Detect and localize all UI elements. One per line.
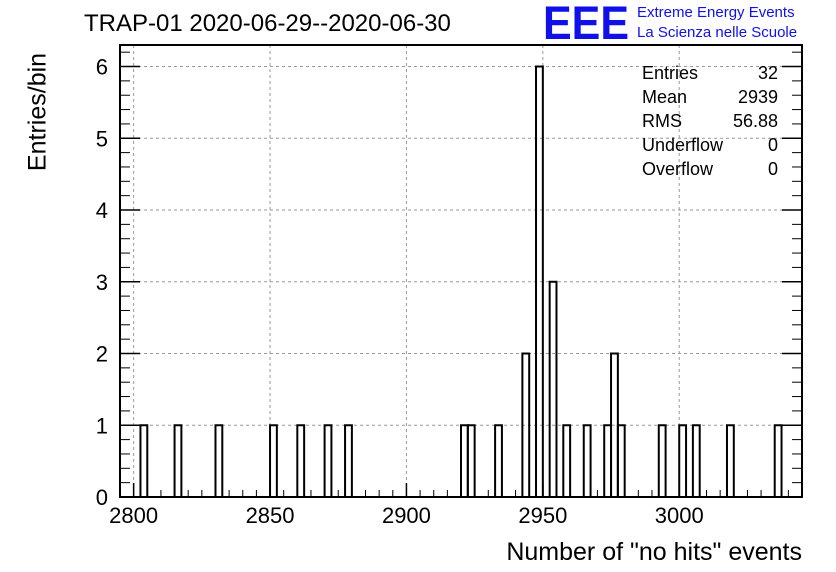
histogram-bar bbox=[269, 424, 278, 498]
histogram-bar bbox=[139, 424, 149, 498]
y-axis-label: Entries/bin bbox=[23, 52, 52, 172]
histogram-bar bbox=[725, 424, 735, 498]
histogram-bar bbox=[616, 424, 626, 498]
histogram-bar bbox=[562, 424, 572, 498]
eee-logo-mark: EEE bbox=[543, 3, 629, 41]
x-tick-label: 2800 bbox=[109, 503, 158, 528]
histogram-bar bbox=[691, 424, 701, 498]
x-tick-label: 2950 bbox=[518, 503, 567, 528]
stat-label: RMS bbox=[642, 111, 682, 131]
histogram-bar bbox=[173, 424, 183, 498]
histogram-bar bbox=[773, 424, 783, 498]
stat-label: Underflow bbox=[642, 135, 724, 155]
stat-value: 0 bbox=[767, 159, 778, 179]
stat-value: 0 bbox=[767, 135, 778, 155]
stat-row-mean: Mean 2939 bbox=[642, 85, 778, 109]
stat-row-rms: RMS 56.88 bbox=[642, 109, 778, 133]
histogram-bar bbox=[214, 424, 224, 498]
histogram-bar bbox=[582, 424, 592, 498]
stat-label: Overflow bbox=[642, 159, 714, 179]
histogram-bar bbox=[344, 424, 353, 498]
stat-value: 56.88 bbox=[732, 111, 778, 131]
y-tick-label: 5 bbox=[96, 126, 108, 151]
stat-value: 2939 bbox=[737, 87, 778, 107]
histogram-bar bbox=[460, 424, 469, 498]
y-tick-label: 0 bbox=[96, 485, 108, 510]
histogram-bar bbox=[466, 424, 476, 498]
chart-title: TRAP-01 2020-06-29--2020-06-30 bbox=[84, 10, 451, 37]
histogram-bar bbox=[603, 424, 613, 498]
y-tick-label: 1 bbox=[96, 413, 108, 438]
histogram-bar bbox=[494, 424, 503, 498]
logo-line-2: La Scienza nelle Scuole bbox=[637, 24, 798, 41]
stats-box: Entries 32 Mean 2939 RMS 56.88 Underflow… bbox=[642, 61, 778, 181]
x-tick-label: 3000 bbox=[655, 503, 704, 528]
histogram-bar bbox=[678, 424, 688, 498]
stat-label: Mean bbox=[642, 87, 688, 107]
x-axis-label: Number of "no hits" events bbox=[506, 538, 802, 566]
stat-row-overflow: Overflow 0 bbox=[642, 157, 778, 181]
x-tick-label: 2850 bbox=[246, 503, 295, 528]
stat-row-entries: Entries 32 bbox=[642, 61, 778, 85]
histogram-bar bbox=[657, 424, 667, 498]
y-tick-label: 4 bbox=[96, 198, 108, 223]
x-tick-label: 2900 bbox=[382, 503, 431, 528]
y-tick-label: 3 bbox=[96, 270, 108, 295]
tick-labels: 2800 2850 2900 2950 3000 0 1 2 3 4 5 6 bbox=[96, 55, 704, 528]
plot-frame bbox=[119, 44, 803, 498]
stat-value: 32 bbox=[757, 63, 778, 83]
histogram-bar bbox=[548, 280, 558, 498]
logo-line-1: Extreme Energy Events bbox=[637, 4, 795, 21]
logo-text: Extreme Energy Events La Scienza nelle S… bbox=[637, 3, 797, 43]
histogram-bar bbox=[323, 424, 333, 498]
stat-label: Entries bbox=[642, 63, 699, 83]
y-tick-label: 2 bbox=[96, 342, 108, 367]
histogram-bar bbox=[296, 424, 306, 498]
stat-row-underflow: Underflow 0 bbox=[642, 133, 778, 157]
eee-logo: EEE bbox=[543, 3, 629, 41]
y-tick-label: 6 bbox=[96, 55, 108, 80]
